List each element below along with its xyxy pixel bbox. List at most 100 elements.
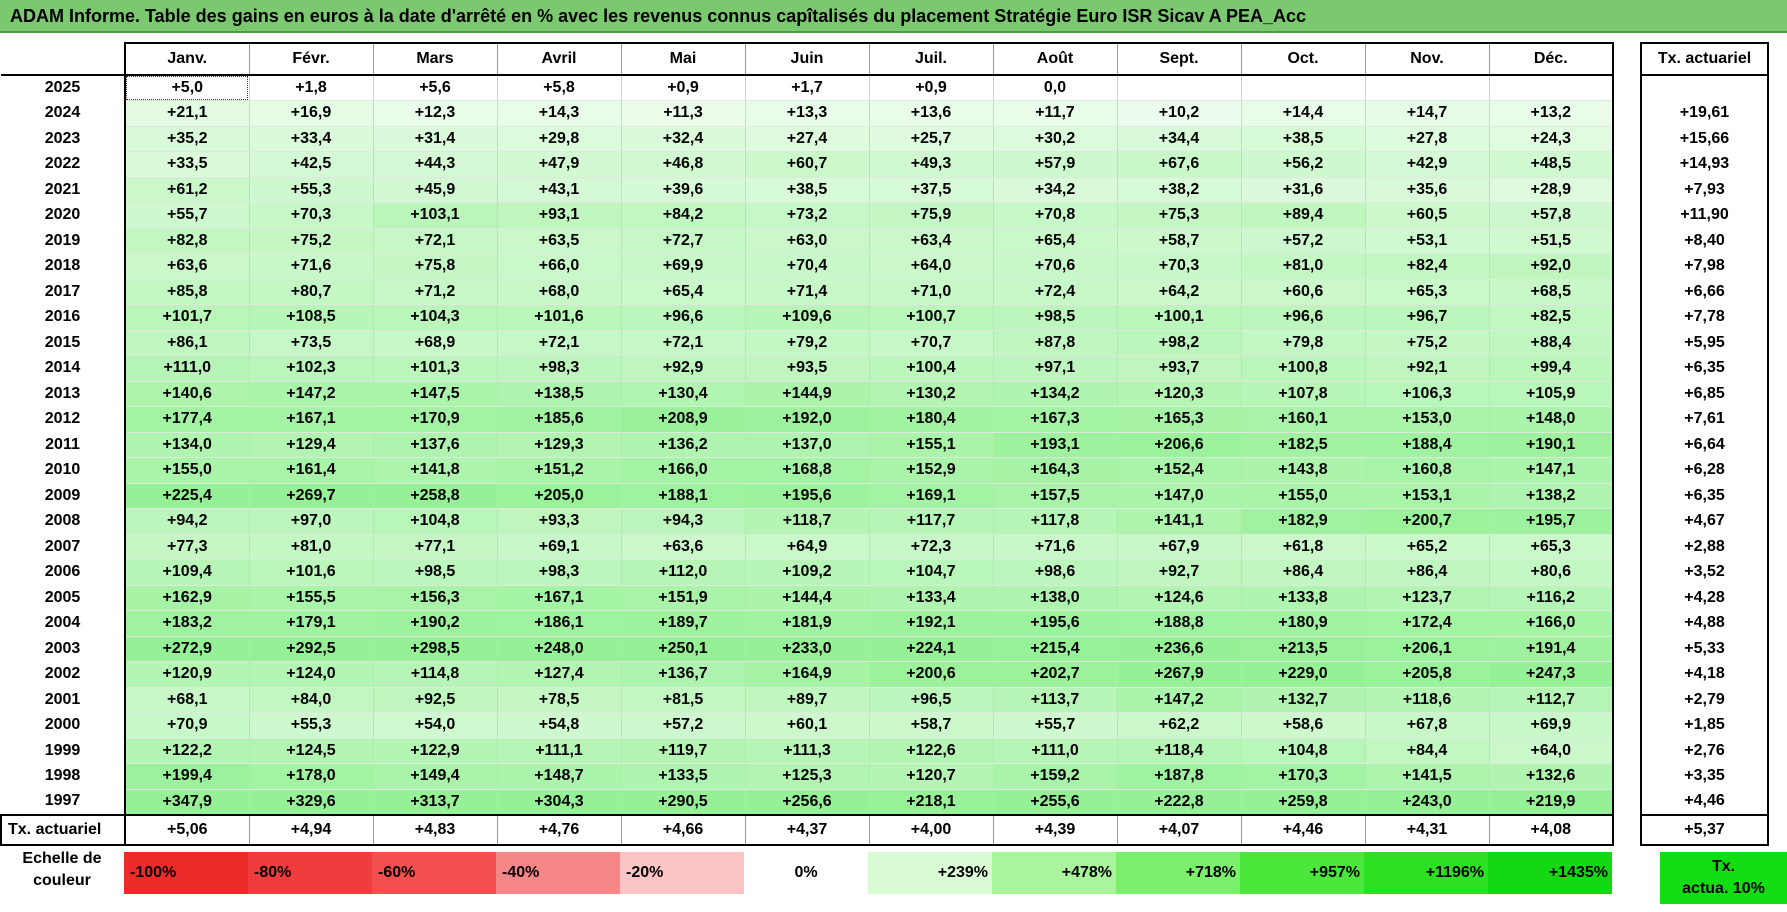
footer-value-cell: +4,08: [1489, 814, 1614, 846]
value-cell: +84,2: [621, 202, 746, 229]
value-cell: +116,2: [1489, 585, 1614, 611]
value-cell: +205,8: [1365, 661, 1490, 688]
value-cell: +118,4: [1117, 738, 1242, 764]
value-cell: +69,9: [621, 253, 746, 280]
footer-value-cell: +4,07: [1117, 814, 1242, 846]
value-cell: +105,9: [1489, 381, 1614, 407]
value-cell: +99,4: [1489, 355, 1614, 382]
year-cell: 2009: [1, 483, 126, 509]
column-gap: [1613, 381, 1641, 407]
value-cell: +70,3: [249, 202, 374, 229]
footer-value-cell: +4,83: [373, 814, 498, 846]
value-cell: +104,3: [373, 304, 498, 331]
value-cell: +92,7: [1117, 559, 1242, 586]
tx-actuariel-cell: +6,35: [1640, 355, 1769, 381]
value-cell: +111,0: [993, 738, 1118, 764]
value-cell: +80,7: [249, 279, 374, 305]
value-cell: +130,4: [621, 381, 746, 407]
value-cell: +75,8: [373, 253, 498, 280]
value-cell: +267,9: [1117, 661, 1242, 688]
value-cell: +70,4: [745, 253, 870, 280]
scale-swatch: -100%: [124, 852, 248, 894]
value-cell: +167,1: [497, 585, 622, 611]
column-gap: [1613, 508, 1641, 534]
tx-actuariel-cell: +4,28: [1640, 585, 1769, 611]
column-gap: [1613, 789, 1641, 815]
value-cell: +160,8: [1365, 457, 1490, 484]
value-cell: +141,5: [1365, 763, 1490, 790]
value-cell: +195,7: [1489, 508, 1614, 535]
year-cell: 2004: [1, 610, 126, 636]
value-cell: +180,9: [1241, 610, 1366, 637]
month-header: Août: [993, 42, 1118, 76]
column-gap: [1613, 585, 1641, 611]
value-cell: +79,8: [1241, 330, 1366, 356]
value-cell: +73,2: [745, 202, 870, 229]
column-gap: [1613, 151, 1641, 177]
table-row: 2006 +109,4 +101,6 +98,5 +98,3 +112,0 +109,2 +1…: [1, 559, 1769, 586]
value-cell: +82,4: [1365, 253, 1490, 280]
title-bar: ADAM Informe. Table des gains en euros à…: [0, 0, 1787, 33]
value-cell: +120,9: [125, 661, 250, 688]
tx-actuariel-cell: +14,93: [1640, 151, 1769, 177]
value-cell: +64,2: [1117, 279, 1242, 305]
value-cell: +71,4: [745, 279, 870, 305]
month-header: Mai: [621, 42, 746, 76]
value-cell: +65,4: [993, 228, 1118, 254]
header-row: Janv. Févr. Mars Avril Mai Juin Juil. Août Sept.…: [1, 42, 1769, 76]
footer-value-cell: +4,66: [621, 814, 746, 846]
value-cell: +200,6: [869, 661, 994, 688]
value-cell: +48,5: [1489, 151, 1614, 178]
footer-value-cell: +4,39: [993, 814, 1118, 846]
year-cell: 2019: [1, 228, 126, 254]
value-cell: +93,3: [497, 508, 622, 535]
value-cell: +72,4: [993, 279, 1118, 305]
value-cell: +185,6: [497, 406, 622, 433]
value-cell: +117,7: [869, 508, 994, 535]
tx-actuariel-cell: +5,33: [1640, 636, 1769, 662]
value-cell: +190,2: [373, 610, 498, 637]
month-header: Avril: [497, 42, 622, 76]
value-cell: +255,6: [993, 789, 1118, 816]
value-cell: +112,7: [1489, 687, 1614, 713]
value-cell: +94,3: [621, 508, 746, 535]
value-cell: +93,1: [497, 202, 622, 229]
value-cell: +101,6: [497, 304, 622, 331]
value-cell: +200,7: [1365, 508, 1490, 535]
value-cell: +93,5: [745, 355, 870, 382]
table-row: 2014 +111,0 +102,3 +101,3 +98,3 +92,9 +93,5 +10…: [1, 355, 1769, 382]
value-cell: +166,0: [1489, 610, 1614, 637]
footer-value-cell: +4,00: [869, 814, 994, 846]
value-cell: +39,6: [621, 177, 746, 203]
value-cell: +77,1: [373, 534, 498, 560]
value-cell: +34,4: [1117, 126, 1242, 152]
year-cell: 2024: [1, 100, 126, 126]
value-cell: +70,7: [869, 330, 994, 356]
column-gap: [1613, 712, 1641, 738]
scale-swatch: +718%: [1116, 852, 1240, 894]
table-row: 2007 +77,3 +81,0 +77,1 +69,1 +63,6 +64,9 +72,3 +…: [1, 534, 1769, 560]
table-row: 2008 +94,2 +97,0 +104,8 +93,3 +94,3 +118,7 +117…: [1, 508, 1769, 535]
table-row: 2023 +35,2 +33,4 +31,4 +29,8 +32,4 +27,4 +25,7 +…: [1, 126, 1769, 152]
value-cell: +0,9: [621, 75, 746, 101]
value-cell: +189,7: [621, 610, 746, 637]
value-cell: +58,6: [1241, 712, 1366, 739]
value-cell: +107,8: [1241, 381, 1366, 407]
value-cell: +32,4: [621, 126, 746, 152]
value-cell: +68,1: [125, 687, 250, 713]
year-cell: 1997: [1, 789, 126, 816]
value-cell: +141,8: [373, 457, 498, 484]
value-cell: +35,6: [1365, 177, 1490, 203]
column-gap: [1613, 126, 1641, 152]
value-cell: +81,5: [621, 687, 746, 713]
tx-actuariel-cell: +7,78: [1640, 304, 1769, 330]
column-gap: [1613, 763, 1641, 789]
value-cell: +55,7: [993, 712, 1118, 739]
value-cell: +34,2: [993, 177, 1118, 203]
scale-label: Echelle de couleur: [0, 848, 124, 892]
value-cell: +143,8: [1241, 457, 1366, 484]
year-cell: 2012: [1, 406, 126, 432]
value-cell: +193,1: [993, 432, 1118, 458]
column-gap: [1613, 228, 1641, 254]
value-cell: +89,4: [1241, 202, 1366, 229]
